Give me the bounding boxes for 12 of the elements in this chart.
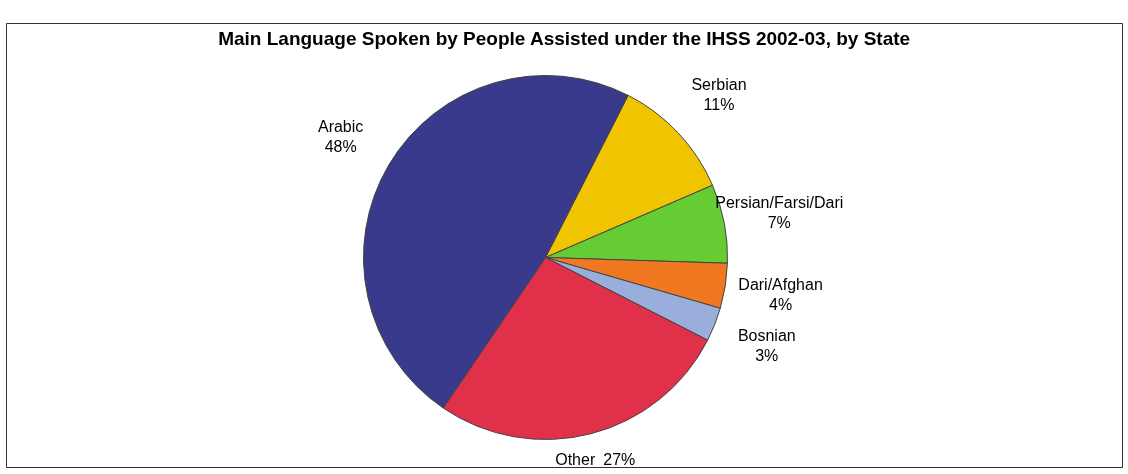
chart-title: Main Language Spoken by People Assisted under the IHSS 2002-03, by State <box>218 28 911 49</box>
data-label: 7% <box>767 214 791 232</box>
data-label: 48% <box>324 137 357 155</box>
slice-label: Arabic <box>317 117 364 135</box>
slice-label: Dari/Afghan <box>738 276 823 294</box>
slice-label: Bosnian <box>737 326 796 344</box>
data-label: 3% <box>755 346 779 364</box>
data-label: 11% <box>703 96 735 114</box>
data-label: 4% <box>769 296 793 314</box>
slice-label: Other <box>555 451 596 469</box>
slice-label: Serbian <box>691 76 747 94</box>
data-label: 27% <box>603 451 636 469</box>
